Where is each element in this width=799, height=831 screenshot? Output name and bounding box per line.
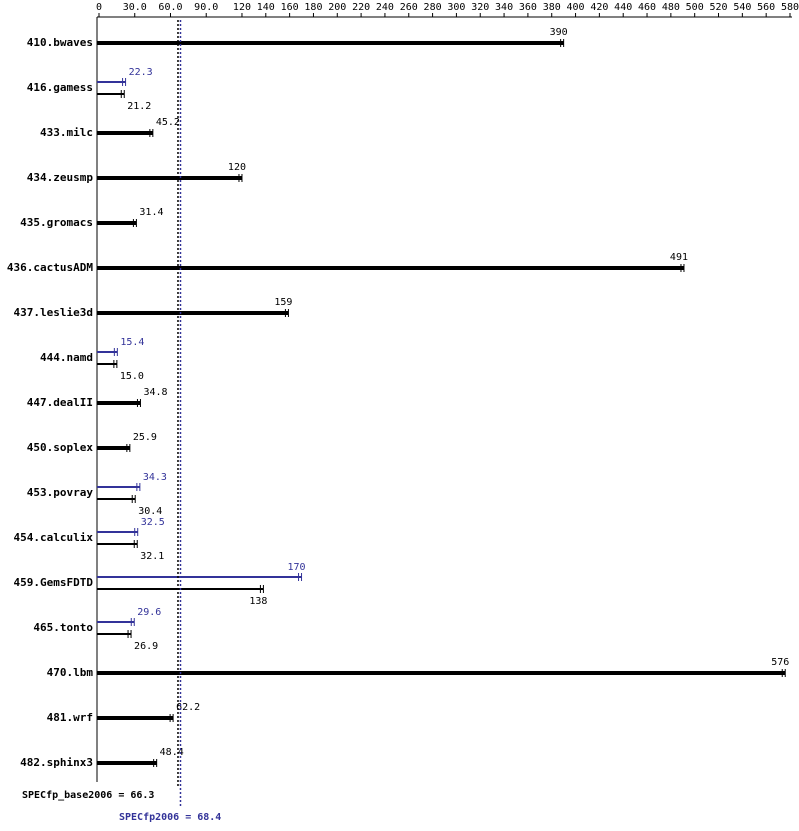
bar xyxy=(97,716,174,720)
value-label: 170 xyxy=(288,562,306,573)
category-label: 416.gamess xyxy=(27,81,93,94)
category-label: 465.tonto xyxy=(33,621,93,634)
bar xyxy=(97,621,135,623)
x-tick-label: 300 xyxy=(447,2,465,13)
category-label: 433.milc xyxy=(40,126,93,139)
value-label: 390 xyxy=(550,27,568,38)
bar xyxy=(97,176,242,180)
bar xyxy=(97,671,786,675)
category-label: 459.GemsFDTD xyxy=(14,576,94,589)
bar xyxy=(97,351,118,353)
value-label: 31.4 xyxy=(139,207,163,218)
bar xyxy=(97,576,302,578)
value-label: 32.5 xyxy=(141,517,165,528)
x-tick-label: 0 xyxy=(96,2,102,13)
category-label: 454.calculix xyxy=(14,531,94,544)
value-label: 491 xyxy=(670,252,688,263)
reference-label: SPECfp2006 = 68.4 xyxy=(119,812,221,823)
value-label: 159 xyxy=(274,297,292,308)
x-tick-label: 480 xyxy=(662,2,680,13)
x-tick-label: 460 xyxy=(638,2,656,13)
x-tick-label: 500 xyxy=(686,2,704,13)
x-tick-label: 120 xyxy=(233,2,251,13)
reference-name: SPECfp_base2006 = xyxy=(22,790,124,801)
bar xyxy=(97,401,141,405)
category-label: 410.bwaves xyxy=(27,36,93,49)
bar xyxy=(97,41,564,45)
value-label: 25.9 xyxy=(133,432,157,443)
value-label: 576 xyxy=(771,657,789,668)
value-label: 62.2 xyxy=(176,702,200,713)
value-label: 26.9 xyxy=(134,641,158,652)
bar xyxy=(97,633,132,635)
value-label: 29.6 xyxy=(137,607,161,618)
x-tick-label: 220 xyxy=(352,2,370,13)
value-label: 138 xyxy=(249,596,267,607)
bar xyxy=(97,498,136,500)
x-tick-label: 240 xyxy=(376,2,394,13)
x-tick-label: 30.0 xyxy=(123,2,147,13)
x-tick-label: 140 xyxy=(257,2,275,13)
x-tick-label: 60.0 xyxy=(158,2,182,13)
x-tick-label: 540 xyxy=(733,2,751,13)
x-tick-label: 400 xyxy=(567,2,585,13)
x-tick-label: 90.0 xyxy=(194,2,218,13)
bar xyxy=(97,266,684,270)
category-label: 453.povray xyxy=(27,486,94,499)
x-tick-label: 420 xyxy=(590,2,608,13)
bar xyxy=(97,221,137,225)
x-tick-label: 560 xyxy=(757,2,775,13)
bar xyxy=(97,93,125,95)
value-label: 30.4 xyxy=(138,506,162,517)
x-tick-label: 180 xyxy=(304,2,322,13)
x-tick-label: 260 xyxy=(400,2,418,13)
bar xyxy=(97,446,130,450)
x-tick-label: 340 xyxy=(495,2,513,13)
category-label: 434.zeusmp xyxy=(27,171,94,184)
bar xyxy=(97,311,289,315)
x-tick-label: 440 xyxy=(614,2,632,13)
x-tick-label: 360 xyxy=(519,2,537,13)
reference-value: 68.4 xyxy=(197,812,221,823)
bar xyxy=(97,531,138,533)
value-label: 21.2 xyxy=(127,101,151,112)
bar xyxy=(97,486,140,488)
category-label: 482.sphinx3 xyxy=(20,756,93,769)
value-label: 34.3 xyxy=(143,472,167,483)
value-label: 48.4 xyxy=(160,747,184,758)
category-label: 450.soplex xyxy=(27,441,94,454)
category-label: 447.dealII xyxy=(27,396,93,409)
category-label: 437.leslie3d xyxy=(14,306,93,319)
value-label: 45.2 xyxy=(156,117,180,128)
x-tick-label: 200 xyxy=(328,2,346,13)
x-tick-label: 380 xyxy=(543,2,561,13)
x-tick-label: 320 xyxy=(471,2,489,13)
category-label: 470.lbm xyxy=(47,666,94,679)
category-label: 444.namd xyxy=(40,351,93,364)
value-label: 15.4 xyxy=(120,337,144,348)
value-label: 15.0 xyxy=(120,371,144,382)
bar xyxy=(97,761,157,765)
bar xyxy=(97,363,117,365)
category-label: 436.cactusADM xyxy=(7,261,93,274)
reference-label: SPECfp_base2006 = 66.3 xyxy=(22,790,154,801)
category-label: 435.gromacs xyxy=(20,216,93,229)
category-label: 481.wrf xyxy=(47,711,93,724)
x-tick-label: 580 xyxy=(781,2,799,13)
x-tick-label: 160 xyxy=(281,2,299,13)
x-tick-label: 280 xyxy=(424,2,442,13)
value-label: 22.3 xyxy=(129,67,153,78)
x-tick-label: 520 xyxy=(709,2,727,13)
reference-name: SPECfp2006 = xyxy=(119,812,191,823)
bar xyxy=(97,543,138,545)
value-label: 34.8 xyxy=(143,387,167,398)
bar xyxy=(97,131,153,135)
bar xyxy=(97,81,126,83)
reference-value: 66.3 xyxy=(130,790,154,801)
value-label: 32.1 xyxy=(140,551,164,562)
value-label: 120 xyxy=(228,162,246,173)
